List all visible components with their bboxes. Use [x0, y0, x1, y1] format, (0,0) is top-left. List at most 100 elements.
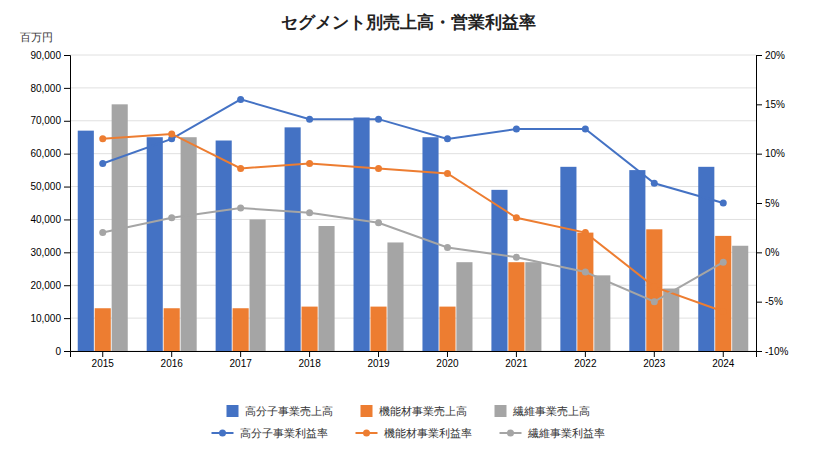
legend-row: 高分子事業売上高機能材事業売上高繊維事業売上高: [227, 405, 590, 418]
y-axis-tick: 50,000: [30, 181, 70, 192]
marker: [513, 214, 520, 221]
y2-axis-tick: 0%: [756, 247, 780, 258]
legend-item: 繊維事業利益率: [500, 427, 605, 440]
x-tick-label: 2018: [298, 358, 321, 369]
bar: [577, 233, 593, 351]
y-axis-tick-mark: [64, 351, 70, 352]
x-tick-label: 2017: [230, 358, 253, 369]
bar: [318, 226, 334, 351]
y-axis-tick-label: 90,000: [30, 50, 61, 61]
y2-axis-tick: 5%: [756, 198, 780, 209]
x-tick-mark: [516, 351, 517, 357]
bar: [508, 262, 524, 351]
y-axis-tick-mark: [64, 154, 70, 155]
y-axis-tick-mark: [64, 285, 70, 286]
x-tick: 2018: [298, 351, 321, 369]
x-tick-label: 2024: [712, 358, 735, 369]
marker: [720, 200, 727, 207]
title: セグメント別売上高・営業利益率: [281, 12, 536, 32]
y-axis-line: [64, 56, 71, 352]
legend-label: 機能材事業利益率: [384, 427, 472, 440]
y2-axis-tick-mark: [756, 154, 762, 155]
bar: [250, 219, 266, 351]
y-axis-tick-mark: [64, 219, 70, 220]
x-tick-label: 2016: [161, 358, 184, 369]
bar: [95, 308, 111, 351]
grid-line: [70, 55, 756, 56]
marker: [237, 96, 244, 103]
marker: [168, 130, 175, 137]
x-tick-mark: [447, 351, 448, 357]
y2-axis-tick: -5%: [756, 296, 783, 307]
x-tick-label: 2019: [367, 358, 390, 369]
y-axis-title: 百万円: [20, 31, 53, 44]
x-tick-label: 2023: [643, 358, 666, 369]
x-tick-mark: [240, 351, 241, 357]
x-tick: 2024: [712, 351, 735, 369]
x-tick: 2021: [505, 351, 528, 369]
y-axis-tick-label: 20,000: [30, 280, 61, 291]
x-tick-mark: [723, 351, 724, 357]
legend-swatch: [495, 405, 507, 417]
bar-series: [78, 117, 715, 351]
y2-axis-tick-label: 15%: [765, 99, 785, 110]
x-tick-mark: [654, 351, 655, 357]
marker: [444, 135, 451, 142]
legend-label: 繊維事業売上高: [512, 405, 590, 418]
y-axis-tick-label: 30,000: [30, 247, 61, 258]
grid-line: [70, 120, 756, 121]
x-tick: 2019: [367, 351, 390, 369]
y2-axis-tick-mark: [756, 302, 762, 303]
marker: [168, 214, 175, 221]
legend-item: 繊維事業売上高: [495, 405, 590, 418]
line: [103, 208, 724, 302]
y2-axis-line: [757, 56, 763, 352]
x-tick-label: 2020: [436, 358, 459, 369]
bar-series: [112, 104, 749, 351]
y-axis-tick-label: 50,000: [30, 181, 61, 192]
y2-axis-tick: 20%: [756, 50, 785, 61]
marker: [582, 126, 589, 133]
y2-axis-tick: 10%: [756, 148, 785, 159]
y2-axis-tick-label: 20%: [765, 50, 785, 61]
y2-axis-tick-label: -5%: [765, 296, 783, 307]
legend: 高分子事業売上高機能材事業売上高繊維事業売上高高分子事業利益率機能材事業利益率繊…: [212, 405, 605, 440]
y-axis-tick-label: 60,000: [30, 148, 61, 159]
bar: [525, 262, 541, 351]
y-axis-tick: 70,000: [30, 115, 70, 126]
marker: [651, 180, 658, 187]
marker: [375, 219, 382, 226]
bar: [456, 262, 472, 351]
bar: [439, 307, 455, 351]
marker: [651, 283, 658, 290]
x-tick-mark: [585, 351, 586, 357]
y2-axis-tick: -10%: [756, 346, 788, 357]
x-tick: 2023: [643, 351, 666, 369]
y2-axis-tick-mark: [756, 55, 762, 56]
y-axis-tick-label: 40,000: [30, 214, 61, 225]
grid: [70, 55, 756, 351]
bar: [646, 229, 662, 351]
y-axis-tick-label: 10,000: [30, 313, 61, 324]
legend-marker: [363, 430, 370, 437]
y2-axis-tick: 15%: [756, 99, 785, 110]
marker: [582, 229, 589, 236]
marker: [99, 229, 106, 236]
y-axis-tick-mark: [64, 88, 70, 89]
bar: [216, 141, 232, 351]
y-axis-tick: 60,000: [30, 148, 70, 159]
y2-axis: -10% -5% 0% 5% 10% 15% 20%: [756, 50, 788, 357]
marker: [444, 244, 451, 251]
grid-line: [70, 153, 756, 154]
y2-axis-tick-label: 5%: [765, 198, 780, 209]
marker: [513, 126, 520, 133]
bar: [629, 170, 645, 351]
y-axis-tick: 20,000: [30, 280, 70, 291]
y-axis-tick: 80,000: [30, 83, 70, 94]
line-series: [99, 96, 727, 207]
y-axis-tick-label: 70,000: [30, 115, 61, 126]
bar: [491, 190, 507, 351]
line-series: [99, 204, 727, 305]
bar: [164, 308, 180, 351]
y2-axis-tick-label: -10%: [765, 346, 788, 357]
